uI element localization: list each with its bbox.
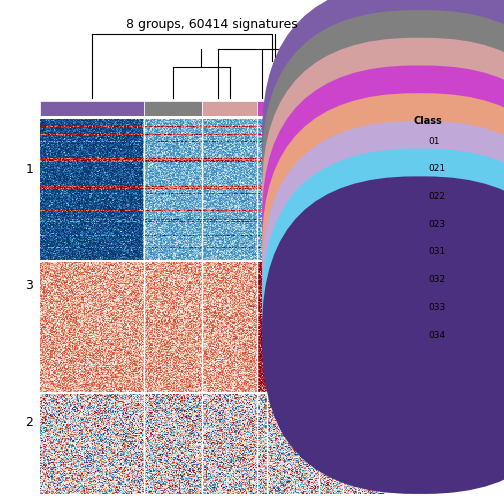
Bar <box>357 101 385 116</box>
Text: 023: 023 <box>428 220 446 229</box>
Text: 3: 3 <box>26 279 33 292</box>
Text: 022: 022 <box>428 192 446 201</box>
Bar <box>40 101 144 116</box>
Text: 033: 033 <box>428 303 446 312</box>
Bar <box>268 101 319 116</box>
Bar <box>257 101 268 116</box>
Text: Class: Class <box>388 103 414 113</box>
Bar <box>202 101 257 116</box>
Bar <box>144 101 202 116</box>
Bar <box>319 101 343 116</box>
Text: 032: 032 <box>428 275 446 284</box>
Text: 031: 031 <box>428 247 446 257</box>
Text: 1: 1 <box>26 163 33 176</box>
Text: 2: 2 <box>26 416 33 429</box>
Text: 01: 01 <box>428 137 440 146</box>
Text: Class: Class <box>413 116 442 126</box>
Text: expr: expr <box>365 112 391 122</box>
Text: 034: 034 <box>428 331 446 340</box>
Text: 021: 021 <box>428 164 446 173</box>
Text: 8 groups, 60414 signatures: 8 groups, 60414 signatures <box>126 18 297 31</box>
Bar <box>343 101 357 116</box>
